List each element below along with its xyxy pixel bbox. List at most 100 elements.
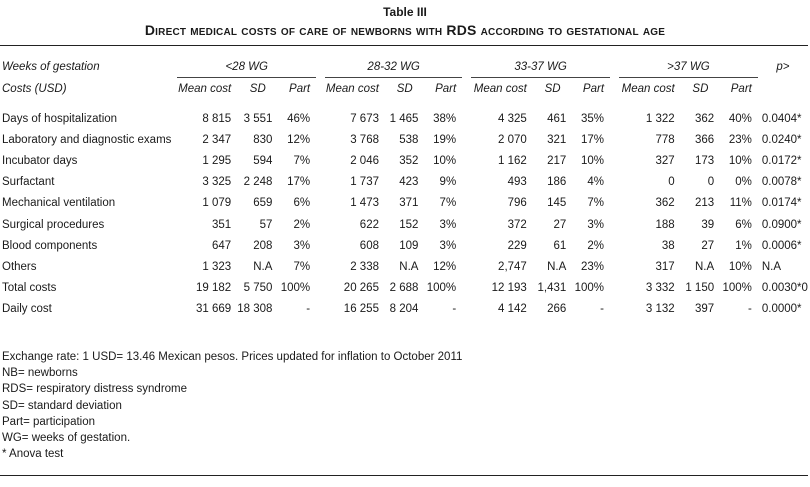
mean-cost-cell: 2 338 — [350, 260, 379, 273]
mean-cost-cell: 7 673 — [350, 112, 379, 125]
mean-cost-cell: 1 295 — [202, 154, 232, 167]
part-cell: 35% — [580, 112, 605, 125]
sd-cell: 61 — [553, 239, 567, 252]
part-cell: 40% — [728, 112, 752, 125]
sd-cell: 362 — [694, 112, 715, 125]
mean-cost-cell: 2 347 — [202, 133, 232, 146]
row-category: Others — [2, 260, 37, 273]
part-cell: - — [306, 303, 311, 316]
column-gap — [610, 214, 619, 235]
sd-cell: 0 — [707, 176, 715, 189]
part-cell: - — [600, 303, 605, 316]
sd-cell: 3 551 — [243, 112, 273, 125]
p-value-cell: 0.0006* — [761, 239, 802, 252]
column-gap — [462, 129, 471, 150]
part-cell: 11% — [729, 197, 752, 210]
mean-cost-cell: 1 079 — [202, 197, 232, 210]
sd-cell: N.A — [547, 260, 567, 273]
part-cell: 17% — [580, 133, 605, 146]
mean-cost-cell: 327 — [655, 154, 675, 167]
column-gap — [316, 256, 325, 277]
part-cell: 38% — [433, 112, 457, 125]
table-row: Blood components 647 208 3% 608 109 3% 229 61 2% 3… — [0, 235, 808, 256]
part-cell: 4% — [587, 176, 605, 189]
column-gap — [610, 108, 619, 129]
group-label: 28-32 WG — [325, 56, 463, 78]
sd-header: SD — [692, 83, 709, 95]
mean-cost-cell: 3 332 — [645, 282, 675, 295]
sd-cell: 321 — [547, 133, 567, 146]
row-category: Mechanical ventilation — [2, 197, 116, 210]
mean-cost-cell: 647 — [212, 239, 232, 252]
part-cell: 7% — [293, 260, 311, 273]
mean-cost-cell: 1 322 — [645, 112, 675, 125]
p-value-cell: 0.0172* — [761, 154, 802, 167]
note-rds: RDS= respiratory distress syndrome — [2, 383, 188, 396]
column-gap — [610, 256, 619, 277]
part-cell: 23% — [580, 260, 605, 273]
sd-cell: 266 — [547, 303, 567, 316]
mean-cost-cell: 19 182 — [196, 282, 232, 295]
note-exchange-rate: Exchange rate: 1 USD= 13.46 Mexican peso… — [2, 351, 463, 363]
sd-cell: 659 — [253, 197, 273, 210]
column-gap — [462, 172, 471, 193]
mean-cost-cell: 1 162 — [498, 154, 527, 167]
part-cell: 7% — [587, 197, 605, 210]
sd-cell: 594 — [253, 154, 273, 167]
row-category: Surfactant — [2, 176, 55, 189]
p-value-cell: 0.0174* — [761, 197, 802, 210]
column-gap — [462, 278, 471, 299]
group-header-row: Weeks of gestation <28 WG 28-32 WG 33-37… — [0, 56, 808, 78]
row-category: Total costs — [2, 282, 57, 295]
sd-cell: N.A — [253, 260, 273, 273]
part-cell: 23% — [728, 133, 752, 146]
mean-cost-cell: 608 — [359, 239, 379, 252]
part-header: Part — [289, 83, 311, 95]
part-cell: 7% — [439, 197, 457, 210]
part-cell: 17% — [287, 176, 311, 189]
note-wg: WG= weeks of gestation. — [2, 432, 131, 445]
row-category: Days of hospitalization — [2, 112, 118, 125]
sd-cell: 830 — [253, 133, 273, 146]
part-cell: 1% — [735, 239, 752, 252]
mean-cost-cell: 796 — [507, 197, 527, 210]
part-cell: 6% — [735, 218, 752, 231]
mean-cost-cell: 3 325 — [202, 176, 232, 189]
part-cell: 100% — [722, 282, 752, 295]
column-gap — [316, 150, 325, 171]
cost-table: Weeks of gestation <28 WG 28-32 WG 33-37… — [0, 56, 808, 320]
column-gap — [462, 193, 471, 214]
part-cell: 3% — [439, 218, 457, 231]
column-gap — [462, 235, 471, 256]
mean-cost-cell: 362 — [655, 197, 675, 210]
column-gap — [610, 235, 619, 256]
table-row: Mechanical ventilation 1 079 659 6% 1 473 371… — [0, 193, 808, 214]
sd-cell: 57 — [259, 218, 273, 231]
part-cell: 3% — [293, 239, 311, 252]
mean-cost-cell: 372 — [507, 218, 527, 231]
p-value-cell: 0.0000* — [761, 303, 802, 316]
part-cell: 0% — [735, 176, 752, 189]
column-gap — [462, 299, 471, 320]
sd-cell: 27 — [701, 239, 715, 252]
mean-cost-cell: 2 046 — [350, 154, 379, 167]
part-cell: 7% — [293, 154, 311, 167]
top-rule — [0, 45, 808, 46]
p-value-cell: N.A — [761, 260, 782, 273]
mean-cost-header: Mean cost — [621, 83, 675, 95]
table-row: Laboratory and diagnostic exams 2 347 830 1… — [0, 129, 808, 150]
column-gap — [316, 193, 325, 214]
column-gap — [316, 129, 325, 150]
column-gap — [316, 172, 325, 193]
sd-cell: 18 308 — [237, 303, 273, 316]
mean-cost-cell: 4 325 — [498, 112, 527, 125]
sd-cell: 1 465 — [389, 112, 419, 125]
sd-cell: 208 — [253, 239, 273, 252]
mean-cost-cell: 4 142 — [498, 303, 527, 316]
mean-cost-cell: 31 669 — [196, 303, 232, 316]
part-cell: 3% — [439, 239, 457, 252]
table-row: Others 1 323 N.A 7% 2 338 N.A 12% 2,747 N.A 23% 31… — [0, 256, 808, 277]
sd-cell: 39 — [701, 218, 715, 231]
mean-cost-cell: 622 — [359, 218, 379, 231]
mean-cost-cell: 16 255 — [343, 303, 379, 316]
